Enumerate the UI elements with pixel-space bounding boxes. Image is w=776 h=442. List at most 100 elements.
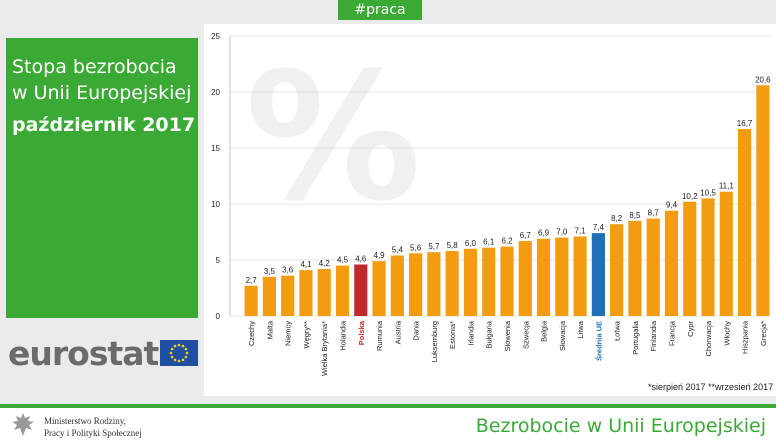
data-label: 5,4 xyxy=(392,246,404,255)
bar xyxy=(409,253,423,316)
data-label: 7,1 xyxy=(575,226,587,235)
bar xyxy=(738,128,752,316)
bar xyxy=(701,198,715,316)
y-tick-label: 5 xyxy=(216,256,221,265)
eu-star xyxy=(170,347,174,351)
category-label: Średnia UE xyxy=(594,321,603,361)
eurostat-logo: eurostat xyxy=(8,334,159,373)
category-label: Litwa xyxy=(576,320,585,338)
footer-divider xyxy=(0,404,776,408)
data-label: 4,9 xyxy=(374,251,386,260)
bar xyxy=(500,246,514,316)
bar xyxy=(628,220,642,316)
bar xyxy=(427,252,441,316)
eu-star xyxy=(173,358,177,362)
data-label: 6,0 xyxy=(465,239,477,248)
category-label: Dania xyxy=(412,320,421,340)
data-label: 5,8 xyxy=(447,241,459,250)
bar xyxy=(335,265,350,316)
y-tick-label: 10 xyxy=(211,200,220,209)
category-label: Rumunia xyxy=(375,320,384,351)
y-tick-label: 20 xyxy=(211,88,220,97)
eu-star xyxy=(185,351,189,355)
bar xyxy=(683,201,697,316)
bar xyxy=(354,264,368,316)
data-label: 7,0 xyxy=(556,228,568,237)
data-label: 6,9 xyxy=(538,229,550,238)
category-label: Finlandia xyxy=(649,320,658,351)
category-label: Estonia* xyxy=(448,321,457,349)
bar xyxy=(482,247,496,316)
data-label: 4,1 xyxy=(300,260,312,269)
footer-title: Bezrobocie w Unii Europejskiej xyxy=(475,415,766,437)
data-label: 4,2 xyxy=(319,259,331,268)
eu-star xyxy=(184,355,188,359)
hashtag-praca: #praca xyxy=(338,0,422,20)
category-label: Francja xyxy=(667,320,676,346)
bar xyxy=(390,255,404,316)
category-label: Niemcy xyxy=(284,321,293,346)
ministry-name: Ministerstwo Rodziny, Pracy i Polityki S… xyxy=(44,415,174,439)
data-label: 10,2 xyxy=(682,192,698,201)
title-line-2: w Unii Europejskiej xyxy=(12,82,192,104)
bar xyxy=(372,261,386,316)
chart-area xyxy=(204,24,776,396)
bar xyxy=(591,233,605,316)
title-line-1: Stopa bezrobocia xyxy=(12,56,177,78)
eu-star xyxy=(173,344,177,348)
percent-watermark: % xyxy=(245,35,422,240)
data-label: 7,4 xyxy=(593,223,605,232)
data-label: 4,5 xyxy=(337,256,349,265)
eu-star xyxy=(177,343,181,347)
eu-star xyxy=(169,351,173,355)
data-label: 20,6 xyxy=(755,75,771,84)
eu-star xyxy=(184,347,188,351)
data-label: 3,6 xyxy=(282,266,294,275)
eu-flag-icon xyxy=(160,340,198,366)
data-label: 10,5 xyxy=(700,188,716,197)
bar xyxy=(573,236,587,316)
y-tick-label: 15 xyxy=(211,144,220,153)
bar xyxy=(518,240,532,316)
bar xyxy=(299,270,313,316)
data-label: 5,6 xyxy=(410,243,422,252)
bar xyxy=(463,248,478,316)
y-tick-label: 0 xyxy=(216,312,221,321)
bar xyxy=(536,238,551,316)
footnote: *sierpień 2017 **wrzesień 2017 xyxy=(648,382,774,392)
title-panel: Stopa bezrobocia w Unii Europejskiej paź… xyxy=(6,38,198,318)
bar xyxy=(244,285,258,316)
category-label: Belgia xyxy=(540,320,549,342)
data-label: 11,1 xyxy=(719,182,735,191)
eagle-emblem-icon xyxy=(12,413,34,436)
category-label: Szwecja xyxy=(521,320,530,349)
data-label: 8,5 xyxy=(629,211,641,220)
bar xyxy=(646,218,660,316)
title-date: październik 2017 xyxy=(12,114,196,136)
bar xyxy=(262,276,276,316)
bar xyxy=(610,224,624,316)
y-tick-label: 25 xyxy=(211,32,220,41)
category-label: Bułgaria xyxy=(485,320,494,348)
bar xyxy=(719,191,733,316)
data-label: 9,4 xyxy=(666,201,678,210)
data-label: 6,2 xyxy=(501,237,513,246)
data-label: 2,7 xyxy=(246,276,258,285)
data-label: 3,5 xyxy=(264,267,276,276)
ministry-line-2: Pracy i Polityki Społecznej xyxy=(44,428,142,438)
category-label: Luksemburg xyxy=(430,321,439,362)
category-label: Holandia xyxy=(339,320,348,350)
category-label: Cypr xyxy=(686,321,695,337)
data-label: 16,7 xyxy=(737,119,753,128)
category-label: Portugalia xyxy=(631,320,640,355)
category-label: Słowacja xyxy=(558,320,567,351)
category-label: Wielka Brytania* xyxy=(320,321,329,376)
eu-star xyxy=(170,355,174,359)
data-label: 5,7 xyxy=(428,242,440,251)
category-label: Grecja* xyxy=(759,321,768,346)
data-label: 6,1 xyxy=(483,238,495,247)
category-label: Polska xyxy=(357,320,366,345)
ministry-line-1: Ministerstwo Rodziny, xyxy=(44,416,126,426)
eu-star xyxy=(181,344,185,348)
category-label: Chorwacja xyxy=(704,320,713,356)
